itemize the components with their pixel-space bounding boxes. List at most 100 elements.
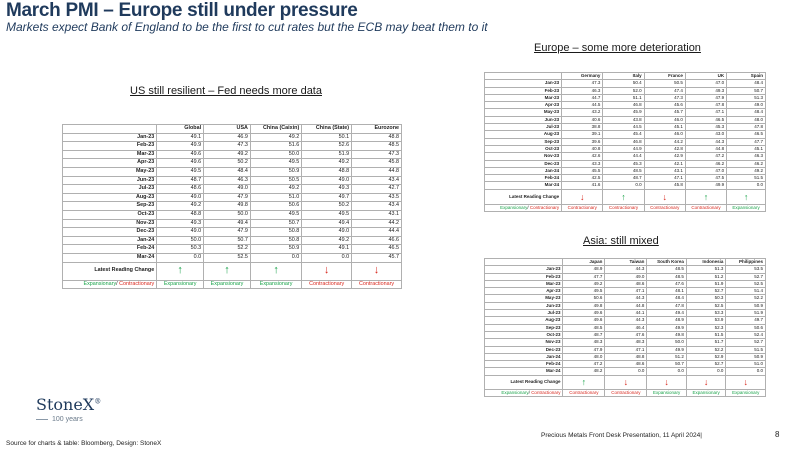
- trend-legend: Expansionary/ Contractionary: [61, 279, 158, 290]
- legend-separator: /: [527, 204, 530, 210]
- arrow-down-icon: ↓: [725, 374, 766, 390]
- table-cell: 47.5: [684, 174, 728, 183]
- row-label: Mar-24: [483, 181, 563, 190]
- table-cell: 52.0: [602, 86, 645, 95]
- table-cell: 47.6: [604, 330, 648, 340]
- table-cell: 0.0: [726, 181, 766, 190]
- table-cell: 49.0: [203, 184, 251, 194]
- arrow-down-icon: ↓: [301, 261, 353, 281]
- row-label: Jan-24: [61, 235, 158, 246]
- table-cell: 46.9: [203, 132, 251, 143]
- table-cell: 47.1: [643, 174, 686, 183]
- table-cell: 50.7: [249, 218, 303, 229]
- table-cell: 48.4: [203, 166, 251, 177]
- table-cell: 48.5: [646, 265, 687, 274]
- table-cell: 49.8: [562, 301, 606, 311]
- table-cell: 44.5: [561, 101, 604, 110]
- row-label: Oct-23: [483, 144, 563, 154]
- row-label: Sep-23: [483, 137, 563, 146]
- row-label: Jan-23: [483, 79, 563, 88]
- page-title: March PMI – Europe still under pressure: [6, 0, 358, 21]
- table-row: Nov-23 49.3 49.4 50.7 49.4 44.2: [61, 218, 402, 229]
- table-cell: 46.8: [602, 101, 645, 110]
- row-label: May-23: [483, 294, 564, 303]
- table-cell: 48.8: [604, 352, 648, 362]
- table-cell: 0.0: [156, 252, 205, 263]
- table-row: Jul-23 38.8 44.5 45.1 45.3 47.8: [483, 123, 766, 132]
- table-row: Jan-24 45.5 48.5 43.1 47.0 49.2: [483, 166, 766, 176]
- europe-section-heading: Europe – some more deterioration: [534, 42, 701, 54]
- table-cell: 47.7: [562, 272, 606, 281]
- row-label: Aug-23: [483, 130, 563, 139]
- table-cell: 49.0: [156, 192, 205, 203]
- column-header: Philippines: [725, 257, 766, 267]
- table-row: Jul-23 48.6 49.0 49.2 49.3 42.7: [61, 184, 402, 194]
- table-cell: 47.3: [351, 149, 402, 160]
- trend-legend: Expansionary/ Contractionary: [483, 388, 564, 398]
- table-cell: 50.3: [685, 294, 727, 303]
- arrow-up-icon: ↑: [249, 261, 303, 281]
- arrow-down-icon: ↓: [646, 374, 687, 390]
- table-cell: 46.0: [643, 130, 686, 139]
- table-cell: 42.5: [561, 174, 604, 183]
- table-cell: 49.6: [562, 316, 606, 325]
- table-cell: 49.9: [646, 345, 687, 354]
- table-row: Jul-23 49.6 44.1 49.4 53.3 51.9: [483, 309, 766, 318]
- asia-section-heading: Asia: still mixed: [583, 235, 659, 247]
- table-cell: 47.4: [643, 86, 686, 95]
- table-cell: 47.1: [604, 345, 648, 354]
- row-label: Feb-23: [483, 272, 564, 281]
- table-cell: 44.8: [351, 166, 402, 177]
- table-cell: 50.4: [602, 79, 645, 88]
- table-cell: 52.7: [685, 360, 727, 369]
- row-label: Feb-23: [483, 86, 563, 95]
- table-cell: 47.1: [684, 108, 728, 117]
- latest-change-row: Latest Reading Change ↑ ↓ ↓ ↓ ↓: [483, 374, 766, 390]
- row-label: Mar-23: [61, 149, 158, 160]
- table-cell: 49.4: [301, 218, 353, 229]
- row-label: Jan-23: [483, 265, 564, 274]
- table-cell: 51.9: [301, 149, 353, 160]
- table-cell: 52.7: [725, 272, 766, 281]
- table-cell: 44.4: [351, 227, 402, 237]
- table-row: Feb-23 46.3 52.0 47.4 49.3 50.7: [483, 86, 766, 95]
- table-cell: 51.5: [725, 345, 766, 354]
- table-cell: 47.3: [643, 93, 686, 103]
- table-cell: 47.2: [684, 152, 728, 161]
- table-cell: 50.0: [203, 209, 251, 220]
- latest-change-row: Latest Reading Change ↓ ↑ ↓ ↑ ↑: [483, 188, 766, 205]
- row-label: Jun-23: [483, 115, 563, 125]
- table-cell: 50.0: [646, 338, 687, 347]
- row-label: Feb-24: [483, 174, 563, 183]
- row-label: Jul-23: [483, 123, 563, 132]
- table-cell: 47.0: [684, 166, 728, 176]
- table-cell: 46.3: [726, 152, 766, 161]
- table-cell: 47.9: [684, 93, 728, 103]
- legend-contractionary: Contractionary: [529, 204, 560, 210]
- table-cell: 51.7: [685, 338, 727, 347]
- legend-contractionary: Contractionary: [119, 280, 155, 287]
- row-label: Jul-23: [483, 309, 564, 318]
- table-cell: 51.4: [725, 287, 766, 296]
- arrow-up-icon: ↑: [156, 261, 205, 281]
- table-cell: 48.4: [726, 108, 766, 117]
- table-row: Mar-23 49.6 49.2 50.0 51.9 47.3: [61, 149, 402, 160]
- table-cell: 49.7: [301, 192, 353, 203]
- table-cell: 45.1: [643, 123, 686, 132]
- row-label: Mar-24: [483, 367, 564, 376]
- table-cell: 46.8: [602, 137, 645, 146]
- table-cell: 48.5: [562, 323, 606, 332]
- table-cell: 46.0: [643, 115, 686, 125]
- table-cell: 51.1: [602, 93, 645, 103]
- row-label: Jan-24: [483, 352, 564, 362]
- table-row: May-23 50.6 44.3 48.4 50.3 52.2: [483, 294, 766, 303]
- row-label: Feb-23: [61, 141, 158, 151]
- table-cell: 47.3: [561, 79, 604, 88]
- row-label: Oct-23: [483, 330, 564, 340]
- table-cell: 51.3: [685, 265, 727, 274]
- table-cell: 0.0: [685, 367, 727, 376]
- row-label: Nov-23: [483, 152, 563, 161]
- table-row: Sep-23 39.6 46.8 44.2 44.3 47.7: [483, 137, 766, 146]
- row-label: Oct-23: [61, 209, 158, 220]
- table-row: Feb-24 47.2 48.6 50.7 52.7 51.0: [483, 360, 766, 369]
